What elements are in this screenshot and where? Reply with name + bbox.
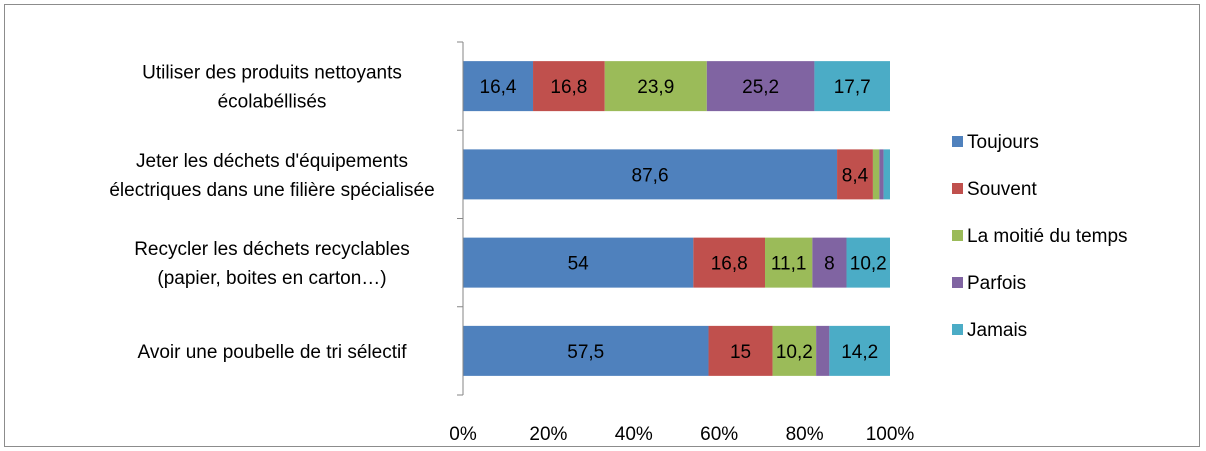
legend-swatch [952, 183, 963, 194]
category-label: Recycler les déchets recyclables [134, 239, 410, 260]
category-label: Avoir une poubelle de tri sélectif [138, 342, 408, 363]
bar-segment-la-moiti-du-temps-4 [772, 325, 817, 376]
data-label: 11,1 [771, 254, 807, 275]
legend-label: La moitié du temps [967, 226, 1128, 247]
legend-swatch [952, 324, 963, 335]
category-label: Utiliser des produits nettoyants [142, 63, 402, 84]
data-label: 10,2 [850, 254, 887, 275]
bar-segment-la-moiti-du-temps-2 [872, 149, 880, 200]
bar-segment-toujours-4 [463, 325, 709, 376]
x-tick-label: 80% [786, 424, 824, 445]
bar-segment-parfois-4 [816, 325, 830, 376]
data-label: 8,4 [842, 165, 869, 186]
legend-label: Souvent [967, 179, 1037, 200]
data-label: 16,8 [711, 254, 748, 275]
data-label: 17,7 [834, 77, 871, 98]
x-tick-label: 40% [615, 424, 653, 445]
bar-segment-parfois-1 [706, 61, 815, 112]
category-label: écolabéllisés [218, 92, 327, 113]
bar-segment-parfois-2 [879, 149, 884, 200]
bar-segment-jamais-3 [846, 237, 890, 288]
x-tick-label: 0% [449, 424, 477, 445]
bar-segment-souvent-1 [533, 61, 605, 112]
bar-segment-toujours-3 [463, 237, 694, 288]
legend-label: Jamais [967, 320, 1027, 341]
x-tick-label: 20% [529, 424, 567, 445]
bar-segment-souvent-2 [837, 149, 873, 200]
bar-segment-la-moiti-du-temps-1 [604, 61, 707, 112]
data-label: 15 [730, 342, 751, 363]
data-label: 16,4 [480, 77, 517, 98]
bar-segment-jamais-1 [814, 61, 890, 112]
category-label: électriques dans une filière spécialisée [109, 180, 434, 201]
category-label: Jeter les déchets d'équipements [136, 151, 408, 172]
bar-segment-toujours-1 [463, 61, 534, 112]
legend-label: Parfois [967, 273, 1026, 294]
bar-segment-la-moiti-du-temps-3 [765, 237, 813, 288]
data-label: 54 [568, 254, 590, 275]
data-label: 10,2 [776, 342, 813, 363]
data-label: 8 [824, 254, 835, 275]
legend-swatch [952, 136, 963, 147]
bar-segment-jamais-2 [883, 149, 890, 200]
data-label: 23,9 [637, 77, 674, 98]
legend-label: Toujours [967, 132, 1039, 153]
data-label: 87,6 [632, 165, 669, 186]
data-label: 57,5 [567, 342, 604, 363]
bar-segment-parfois-3 [812, 237, 847, 288]
category-label: (papier, boites en carton…) [157, 268, 386, 289]
data-label: 14,2 [841, 342, 878, 363]
bar-segment-jamais-4 [829, 325, 890, 376]
data-label: 16,8 [550, 77, 587, 98]
data-label: 25,2 [742, 77, 779, 98]
legend-swatch [952, 230, 963, 241]
x-tick-label: 60% [700, 424, 738, 445]
bar-segment-souvent-3 [693, 237, 766, 288]
bar-segment-toujours-2 [463, 149, 838, 200]
x-tick-label: 100% [866, 424, 915, 445]
bar-segment-souvent-4 [708, 325, 773, 376]
legend-swatch [952, 277, 963, 288]
